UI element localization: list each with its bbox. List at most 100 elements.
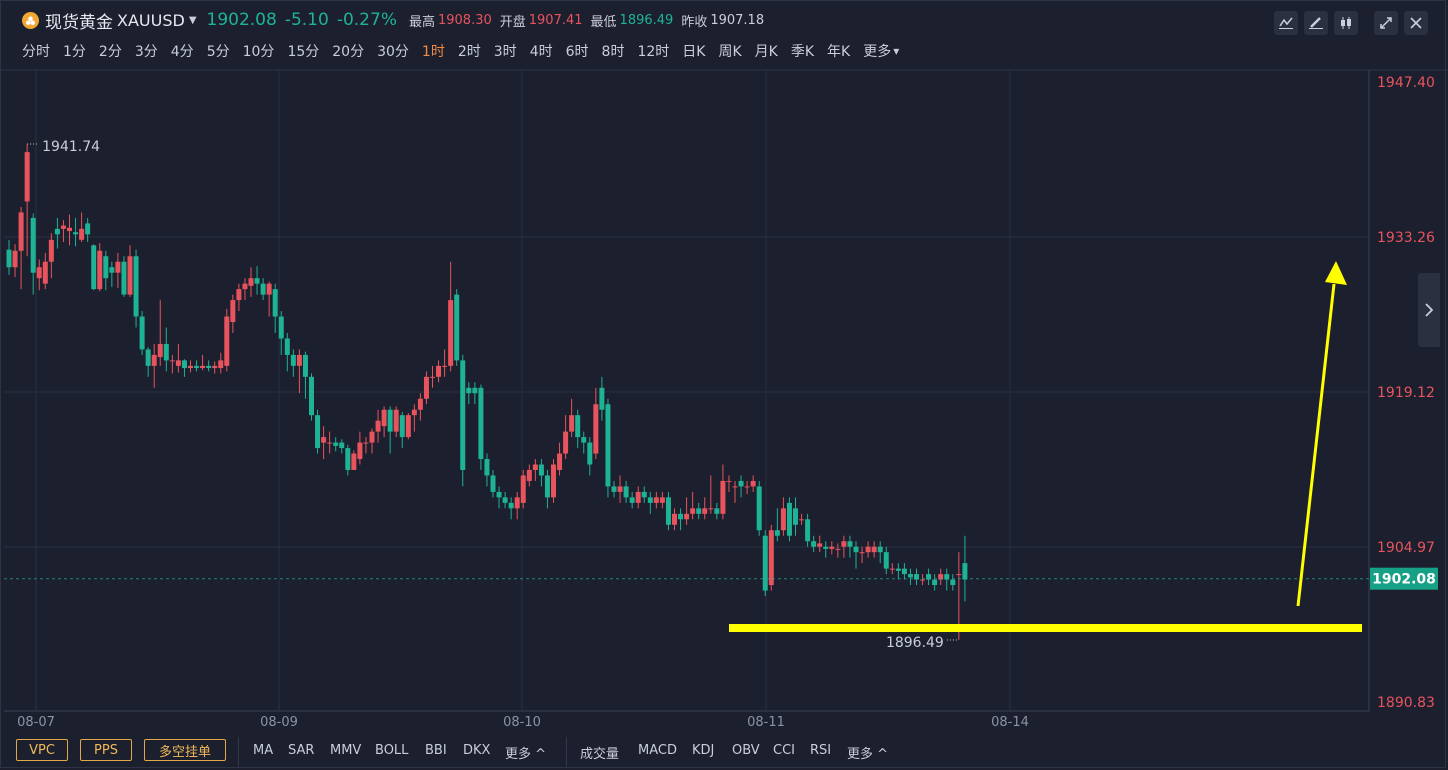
more-periods-caret-icon[interactable]: ▾ xyxy=(893,44,900,58)
period-tab[interactable]: 3分 xyxy=(134,44,158,60)
indicator-dkx[interactable]: DKX xyxy=(463,743,491,758)
candle-up xyxy=(557,453,563,470)
open-label: 开盘 xyxy=(499,14,526,30)
period-tab[interactable]: 20分 xyxy=(332,44,365,60)
period-tab[interactable]: 季K xyxy=(790,44,815,60)
indicator-bbi[interactable]: BBI xyxy=(425,743,447,758)
candle-up xyxy=(296,354,302,366)
indicator-obv[interactable]: OBV xyxy=(732,743,760,758)
x-tick-label: 08-07 xyxy=(17,715,55,730)
quote-header: 现货黄金 XAUUSD ▼ 1902.08 -5.10 -0.27% 最高 19… xyxy=(0,0,1448,40)
open-value: 1907.41 xyxy=(528,12,583,28)
candle-down xyxy=(133,256,139,317)
period-tab[interactable]: 更多 xyxy=(863,44,892,60)
candle-up xyxy=(720,480,726,514)
pps-button[interactable]: PPS xyxy=(80,739,132,761)
indicator-cci[interactable]: CCI xyxy=(773,743,795,758)
prev-close-value: 1907.18 xyxy=(710,12,765,28)
period-tab[interactable]: 分时 xyxy=(22,44,50,60)
candle-down xyxy=(466,387,472,394)
symbol-dropdown-icon[interactable]: ▼ xyxy=(188,14,197,26)
period-tab[interactable]: 4时 xyxy=(529,44,553,60)
draw-pen-button[interactable] xyxy=(1304,11,1328,35)
candle-up xyxy=(835,548,841,550)
draw-pen-icon xyxy=(1309,17,1323,29)
chevron-right-icon xyxy=(1425,303,1434,317)
candle-up xyxy=(188,365,193,369)
candle-down xyxy=(629,497,635,503)
indicator-rsi[interactable]: RSI xyxy=(810,743,832,758)
period-tab[interactable]: 1分 xyxy=(63,44,86,60)
period-tab[interactable]: 2时 xyxy=(457,44,481,60)
candle-down xyxy=(194,365,200,369)
candle-down xyxy=(738,480,744,487)
candle-up xyxy=(442,365,448,367)
period-tab[interactable]: 日K xyxy=(682,44,706,60)
y-tick-label: 1904.97 xyxy=(1377,540,1435,556)
period-tab[interactable]: 月K xyxy=(754,44,778,60)
candle-down xyxy=(284,338,290,355)
long-short-orders-button[interactable]: 多空挂单 xyxy=(144,739,226,761)
line-chart-button[interactable] xyxy=(1274,11,1298,35)
candle-down xyxy=(962,563,968,580)
candle-down xyxy=(811,541,817,547)
indicator-sar[interactable]: SAR xyxy=(288,743,315,758)
fullscreen-icon xyxy=(1380,17,1392,29)
period-tab[interactable]: 15分 xyxy=(287,44,320,60)
indicator-volume[interactable]: 成交量 xyxy=(580,747,620,762)
candle-up xyxy=(321,437,327,443)
candle-up xyxy=(266,283,272,295)
main-indicators-more[interactable]: 更多 ^ xyxy=(505,747,547,762)
close-button[interactable] xyxy=(1404,11,1428,35)
symbol-name[interactable]: 现货黄金 xyxy=(45,12,113,33)
candle-up xyxy=(97,250,103,290)
candle-down xyxy=(678,513,684,520)
symbol-code[interactable]: XAUUSD xyxy=(117,10,185,30)
period-tab[interactable]: 年K xyxy=(827,44,851,60)
period-tab[interactable]: 12时 xyxy=(637,44,670,60)
candlestick-button[interactable] xyxy=(1334,11,1358,35)
indicator-macd[interactable]: MACD xyxy=(638,743,677,758)
period-tab[interactable]: 周K xyxy=(718,44,742,60)
period-tab[interactable]: 6时 xyxy=(565,44,589,60)
period-tab[interactable]: 5分 xyxy=(206,44,230,60)
high-label: 最高 xyxy=(408,14,435,30)
period-tab[interactable]: 3时 xyxy=(493,44,517,60)
fullscreen-button[interactable] xyxy=(1374,11,1398,35)
candle-up xyxy=(151,354,157,366)
arrow-head-annotation xyxy=(1325,261,1347,285)
period-tab[interactable]: 1时 xyxy=(421,44,445,60)
candle-down xyxy=(847,541,853,547)
candle-up xyxy=(430,376,435,378)
candle-up xyxy=(169,360,175,362)
candle-up xyxy=(248,278,254,286)
period-tab[interactable]: 8时 xyxy=(601,44,625,60)
period-tab[interactable]: 30分 xyxy=(377,44,409,60)
period-tab[interactable]: 4分 xyxy=(170,44,194,60)
candle-up xyxy=(702,508,708,514)
x-tick-label: 08-11 xyxy=(747,715,785,730)
candle-up xyxy=(127,256,133,295)
candle-down xyxy=(333,442,339,446)
candlestick-chart[interactable]: 1947.40 1933.26 1919.12 1904.97 1890.83 08-07… xyxy=(0,0,1448,737)
indicator-mmv[interactable]: MMV xyxy=(330,743,362,758)
candle-down xyxy=(73,232,79,235)
candle-down xyxy=(605,404,611,487)
gold-logo-icon xyxy=(22,11,39,29)
candle-up xyxy=(829,546,835,549)
candle-down xyxy=(641,491,647,498)
vpc-button[interactable]: VPC xyxy=(16,739,68,761)
indicator-kdj[interactable]: KDJ xyxy=(692,743,715,758)
sub-indicators-more[interactable]: 更多 ^ xyxy=(847,747,889,762)
period-tab[interactable]: 2分 xyxy=(98,44,122,60)
candle-down xyxy=(926,574,932,580)
candle-down xyxy=(895,568,901,571)
current-price-label: 1902.08 xyxy=(1372,572,1436,588)
side-panel-toggle[interactable] xyxy=(1418,273,1440,347)
period-tab[interactable]: 10分 xyxy=(242,44,275,60)
indicator-boll[interactable]: BOLL xyxy=(375,743,409,758)
candle-down xyxy=(145,349,151,366)
candle-up xyxy=(551,464,556,498)
divider xyxy=(238,737,239,767)
indicator-ma[interactable]: MA xyxy=(253,743,274,758)
